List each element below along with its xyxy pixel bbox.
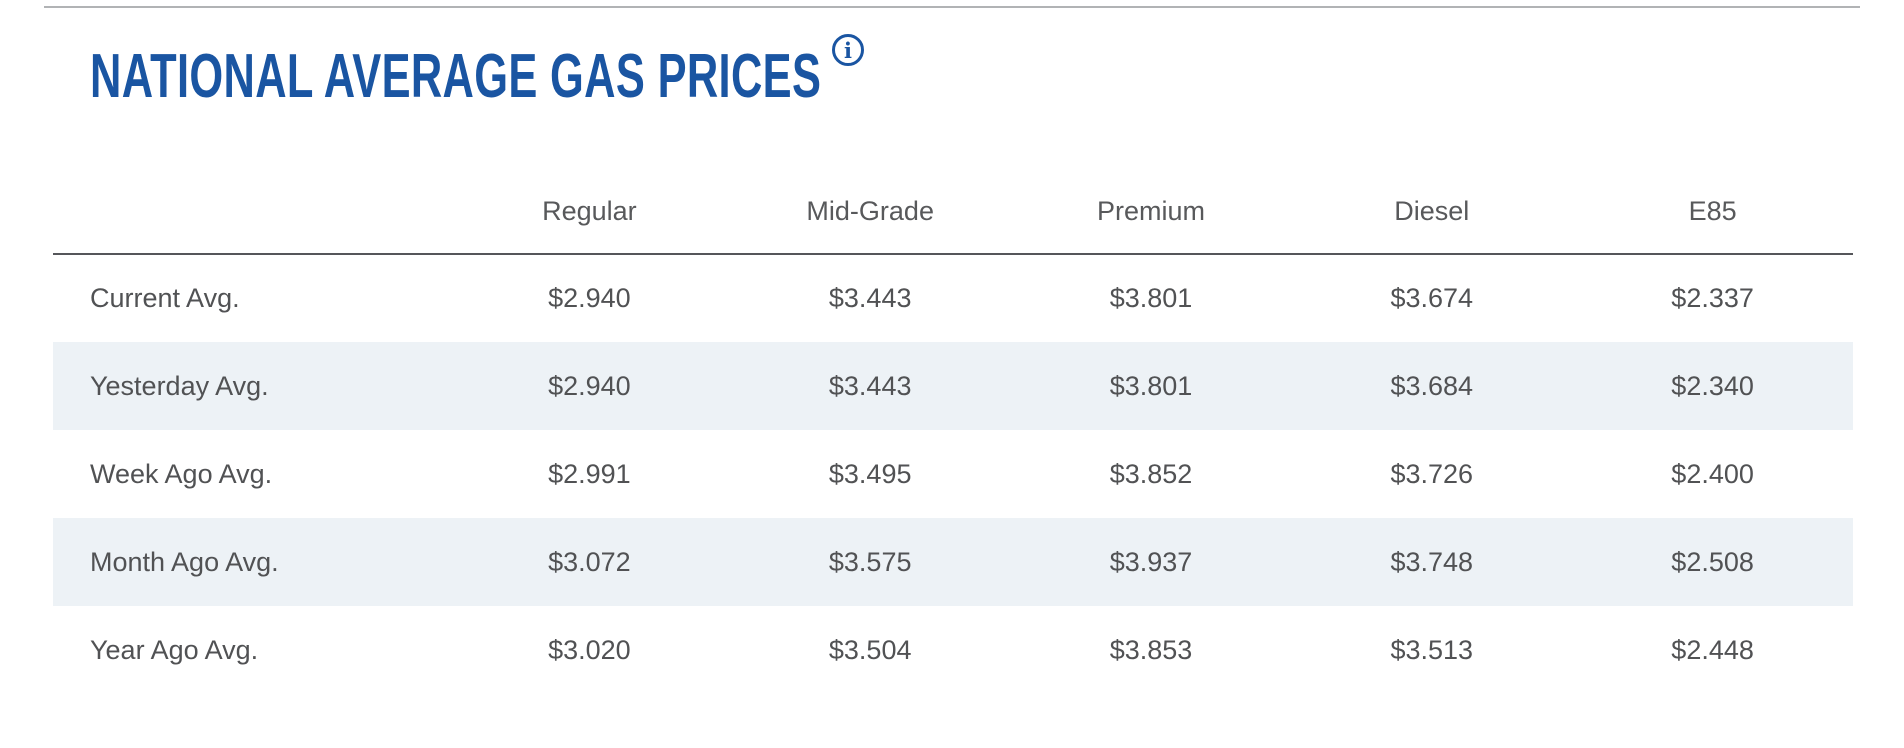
price-cell: $2.337 [1671,283,1754,313]
price-cell: $2.340 [1671,370,1754,401]
row-label: Current Avg. [90,283,240,313]
price-cell: $2.940 [548,370,631,401]
table-row-week-ago-avg: Week Ago Avg. $2.991 $3.495 $3.852 $3.72… [53,430,1853,518]
page-container: NATIONAL AVERAGE GAS PRICES i Regular Mi… [0,6,1904,694]
header-regular: Regular [542,196,637,226]
table-row-year-ago-avg: Year Ago Avg. $3.020 $3.504 $3.853 $3.51… [53,606,1853,694]
header-e85: E85 [1688,196,1737,226]
row-label: Week Ago Avg. [90,458,273,489]
info-icon[interactable]: i [832,34,864,66]
header-midgrade: Mid-Grade [806,196,934,226]
header-premium: Premium [1096,196,1205,226]
price-cell: $3.748 [1390,546,1474,577]
price-cell: $3.801 [1109,283,1193,313]
price-cell: $3.801 [1109,370,1193,401]
price-cell: $3.853 [1109,634,1193,665]
price-cell: $3.072 [548,546,631,577]
price-cell: $2.991 [548,458,631,489]
title-block: NATIONAL AVERAGE GAS PRICES i [90,34,1860,111]
price-cell: $2.940 [548,283,631,313]
header-diesel: Diesel [1394,196,1470,226]
price-cell: $2.508 [1671,546,1754,577]
price-cell: $3.443 [828,370,912,401]
header-empty-cell [53,152,449,254]
table-row-yesterday-avg: Yesterday Avg. $2.940 $3.443 $3.801 $3.6… [53,342,1853,430]
table-row-month-ago-avg: Month Ago Avg. $3.072 $3.575 $3.937 $3.7… [53,518,1853,606]
price-cell: $3.674 [1390,283,1474,313]
table-row-current-avg: Current Avg. $2.940 $3.443 $3.801 $3.674… [53,254,1853,342]
price-cell: $3.575 [828,546,912,577]
price-cell: $3.513 [1390,634,1474,665]
price-cell: $3.504 [828,634,912,665]
price-cell: $3.495 [828,458,912,489]
price-cell: $3.443 [828,283,912,313]
price-cell: $3.726 [1390,458,1474,489]
page-title: NATIONAL AVERAGE GAS PRICES [90,42,822,111]
price-cell: $3.937 [1109,546,1193,577]
price-cell: $2.448 [1671,634,1754,665]
row-label: Year Ago Avg. [90,634,259,665]
price-cell: $2.400 [1671,458,1754,489]
row-label: Month Ago Avg. [90,546,279,577]
price-cell: $3.684 [1390,370,1474,401]
top-divider [44,6,1860,8]
price-cell: $3.020 [548,634,631,665]
gas-prices-table: Regular Mid-Grade Premium Diesel E85 Cur… [53,152,1853,694]
header-row: Regular Mid-Grade Premium Diesel E85 [53,152,1853,254]
price-cell: $3.852 [1109,458,1193,489]
row-label: Yesterday Avg. [90,370,269,401]
